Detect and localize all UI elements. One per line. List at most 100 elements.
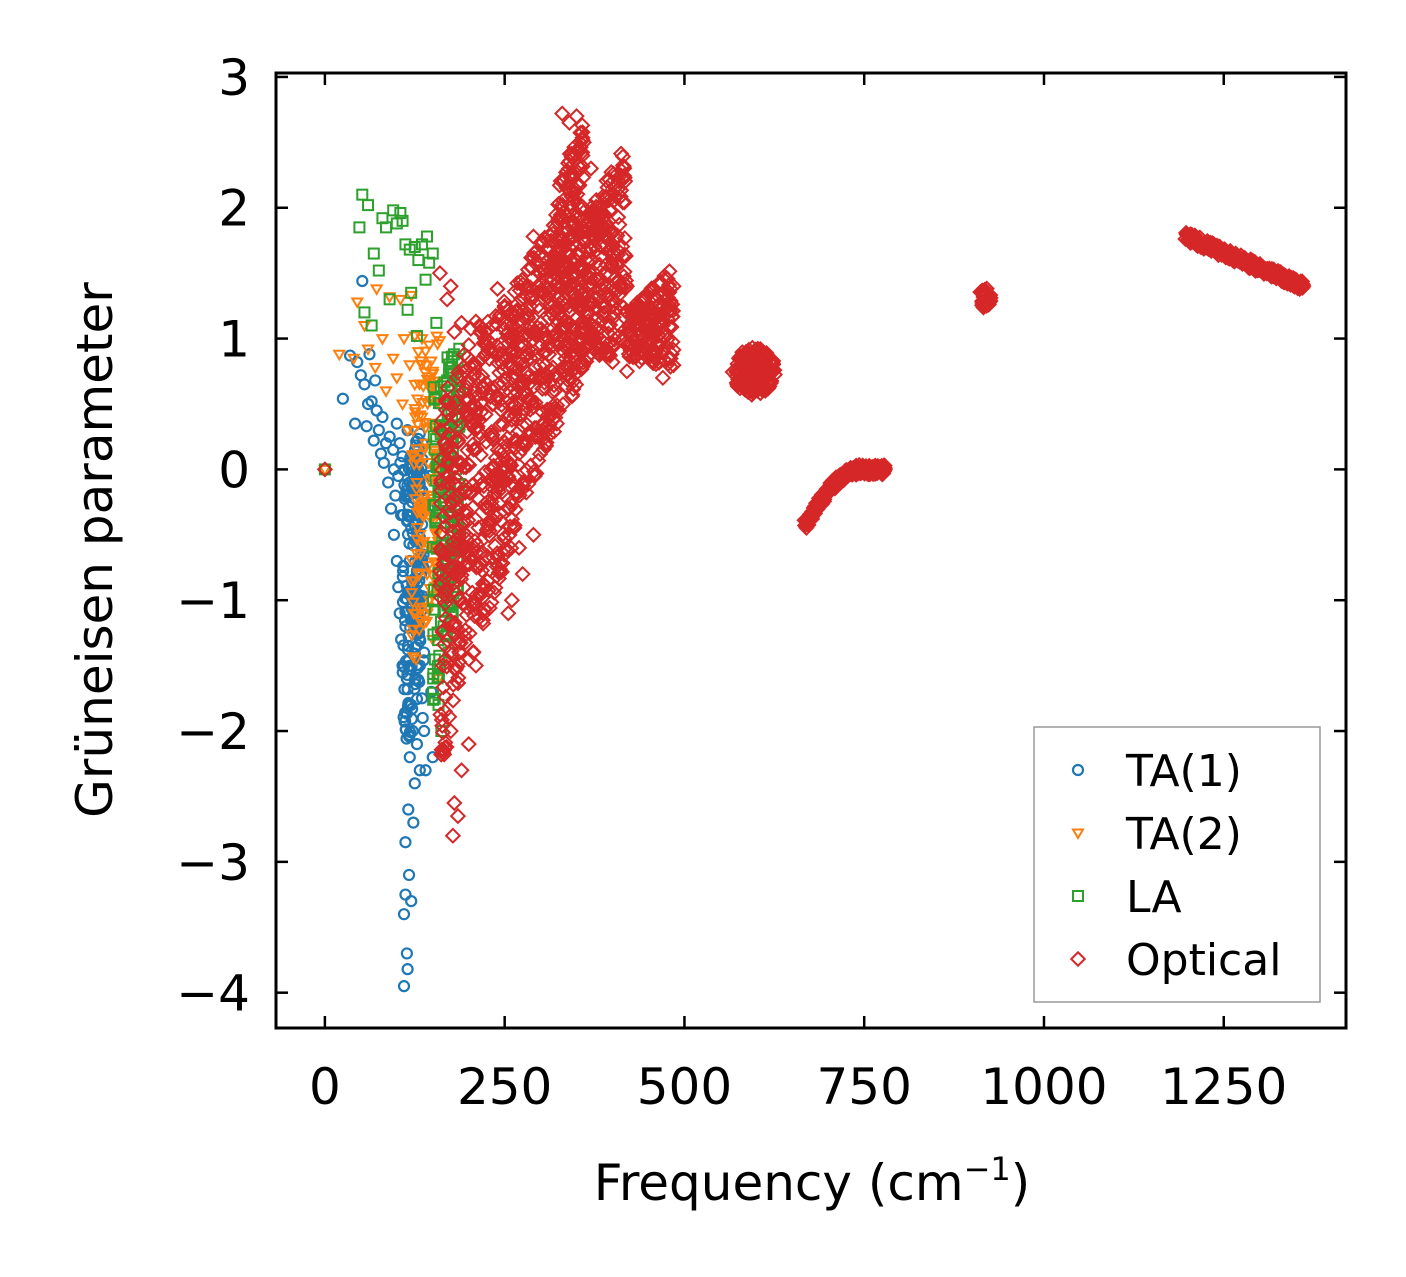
data-point (412, 625, 426, 637)
data-point (496, 297, 513, 315)
data-point (400, 425, 415, 438)
data-point (978, 283, 995, 301)
data-point (399, 836, 412, 849)
data-point (546, 382, 564, 400)
plot-frame (274, 71, 1348, 1030)
data-point (420, 569, 434, 582)
data-point (390, 373, 404, 385)
data-point (593, 280, 611, 298)
data-point (612, 278, 629, 295)
data-point (435, 742, 453, 759)
data-point (558, 260, 575, 278)
data-point (402, 868, 416, 882)
data-point (462, 358, 479, 376)
data-point (413, 616, 427, 628)
data-point (485, 457, 502, 474)
data-point (397, 565, 410, 578)
data-point (554, 105, 571, 122)
data-point (447, 394, 464, 411)
data-point (522, 401, 539, 418)
data-point (408, 494, 423, 506)
data-point (408, 240, 421, 253)
data-point (446, 458, 463, 475)
data-point (449, 807, 467, 825)
data-point (571, 159, 588, 177)
data-point (662, 358, 679, 375)
data-point (399, 888, 412, 901)
data-point (565, 380, 582, 398)
data-point (440, 457, 457, 474)
data-point (416, 711, 429, 725)
data-point (575, 134, 592, 151)
data-point (604, 185, 622, 202)
data-point (583, 242, 600, 259)
data-point (569, 175, 587, 192)
data-point (509, 275, 526, 292)
data-point (444, 827, 462, 844)
data-point (422, 475, 437, 488)
data-point (547, 303, 565, 320)
data-point (412, 254, 425, 267)
data-point (435, 636, 453, 653)
data-point (379, 386, 393, 398)
series-optical (316, 105, 1312, 844)
y-tick-label: −4 (176, 965, 250, 1023)
data-point (596, 299, 613, 316)
data-point (482, 379, 499, 397)
data-point (453, 762, 470, 779)
data-point (375, 334, 390, 346)
data-point (432, 495, 450, 512)
data-point (876, 460, 894, 478)
data-point (530, 452, 547, 469)
x-axis-ticks: 0 250 500 750 1000 1250 (309, 73, 1287, 1116)
data-point (975, 288, 993, 305)
data-point (376, 410, 389, 424)
data-point (442, 547, 460, 565)
data-point (548, 249, 566, 267)
data-point (361, 344, 375, 357)
data-point (574, 124, 591, 141)
data-point (564, 235, 581, 253)
data-point (582, 160, 600, 177)
data-point (662, 301, 679, 318)
data-point (504, 327, 521, 344)
data-point (410, 738, 424, 751)
data-point (503, 510, 521, 528)
data-point (438, 291, 456, 308)
data-point (513, 271, 531, 289)
data-point (547, 365, 564, 382)
data-point (551, 296, 568, 313)
data-point (399, 723, 412, 736)
data-point (574, 354, 592, 371)
data-point (384, 502, 398, 515)
y-tick-label: −3 (176, 834, 250, 892)
data-point (387, 528, 401, 541)
data-point (645, 288, 663, 305)
data-point (408, 777, 421, 790)
x-axis-title-superscript: −1 (964, 1150, 1011, 1188)
data-point (485, 467, 503, 484)
data-point (404, 555, 419, 567)
data-point (437, 518, 454, 535)
data-point (433, 472, 450, 489)
data-point (508, 296, 526, 313)
data-point (407, 816, 420, 829)
data-point (410, 477, 424, 490)
data-point (370, 404, 383, 417)
data-point (591, 256, 608, 273)
data-point (509, 485, 526, 502)
data-point (759, 356, 776, 374)
data-point (408, 412, 423, 424)
data-point (346, 353, 361, 366)
data-point (492, 416, 509, 433)
data-point (442, 722, 459, 740)
data-point (444, 523, 461, 540)
data-point (418, 346, 433, 359)
data-point (570, 245, 587, 262)
legend: TA(1) TA(2) LA Optical (1033, 726, 1321, 1003)
x-tick-label: 1250 (1160, 1058, 1287, 1116)
data-point (644, 355, 662, 372)
data-point (397, 980, 411, 993)
plot-marks (316, 105, 1312, 993)
data-point (536, 248, 553, 265)
